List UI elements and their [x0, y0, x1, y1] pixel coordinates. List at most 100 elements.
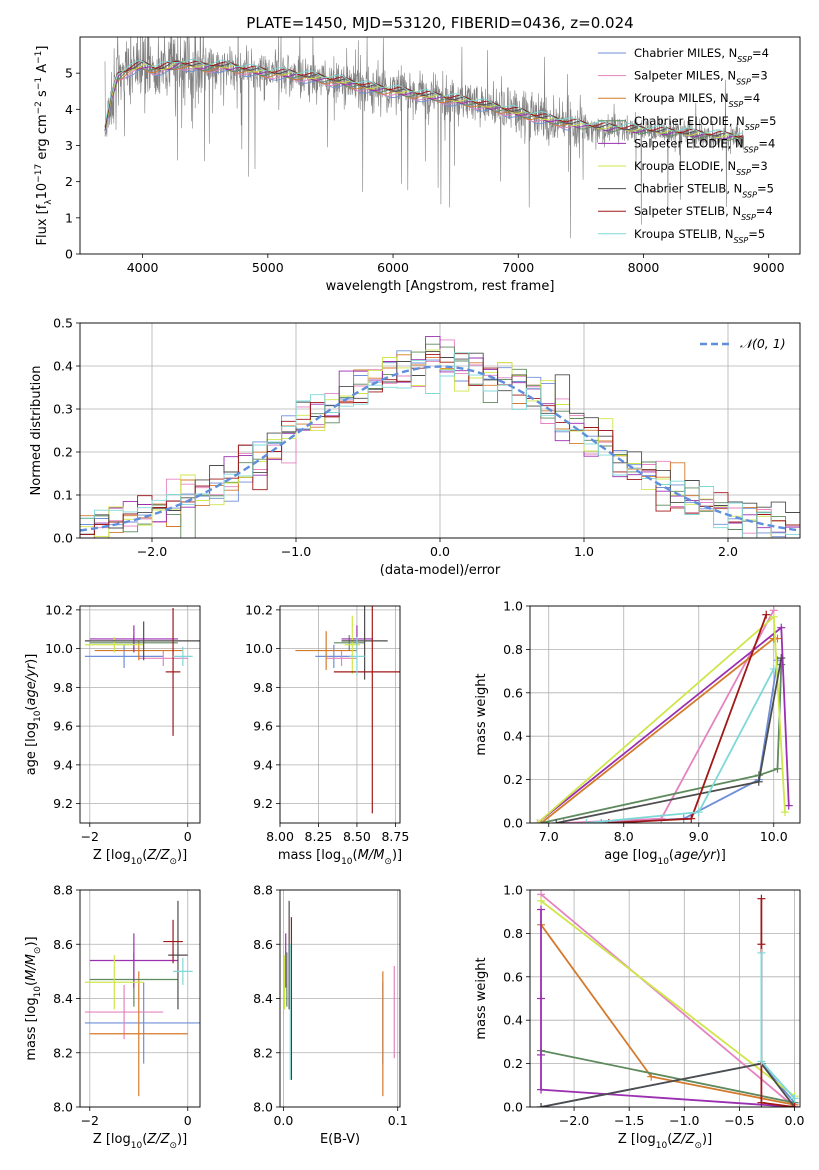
legend-label-kroupa_elodie: Kroupa ELODIE, NSSP=3 [634, 159, 768, 177]
y-tick-label: 0.6 [503, 969, 523, 984]
weight-marker-salpeter_stelib [762, 610, 771, 619]
label-part: ⊙ [169, 1141, 177, 1151]
label-part: Z/Z [146, 1132, 170, 1147]
label-part: age [log [604, 848, 657, 863]
panel-residuals: −2.0 −1.0 0.0 1.0 2.0 0.0 0.1 0.2 0.3 0.4 0.5 𝒩(0, … [29, 316, 801, 578]
legend-subscript: SSP [745, 122, 760, 131]
x-tick-label: 7000 [502, 260, 534, 275]
legend-subscript: SSP [736, 168, 751, 177]
label-part: )] [24, 936, 39, 946]
gaussian-reference-line [80, 365, 800, 532]
x-tick-label: 8000 [628, 260, 660, 275]
weight-line-chabrier_stelib [540, 1062, 796, 1107]
label-part: Z [log [93, 1132, 131, 1147]
axes-frame [79, 36, 801, 255]
legend-label-chabrier_elodie: Chabrier ELODIE, NSSP=5 [634, 114, 776, 132]
legend-label-chabrier_miles: Chabrier MILES, NSSP=4 [634, 46, 769, 64]
x-tick-label: 8.00 [266, 829, 294, 844]
label-part: mass [log [24, 997, 39, 1060]
legend-residuals: 𝒩(0, 1) [700, 336, 786, 351]
label-part: age [log [24, 722, 39, 775]
legend-text: Salpeter MILES, N [634, 69, 736, 83]
label-part: 10 [33, 986, 43, 998]
y-tick-label: 0.8 [503, 642, 523, 657]
weight_vs_age_x-label-text: age [log10(age/yr)] [604, 848, 726, 867]
weight-marker-kroupa_elodie [533, 819, 542, 823]
legend-text-end: =3 [751, 69, 768, 83]
label-part: Flux [f [35, 204, 50, 245]
weight-marker-salpeter_elodie [777, 623, 786, 632]
label-part: ( [669, 848, 674, 863]
label-part: age/yr [674, 848, 717, 863]
weight-marker-salpeter_stelib [757, 1098, 766, 1107]
panel-age_vs_z: −2 09.29.49.69.810.010.2Z [log10(Z/Z⊙)]ag… [24, 602, 201, 867]
label-part: wavelength [Angstrom, rest frame] [326, 279, 555, 294]
weight-marker-salpeter_elodie [784, 801, 793, 810]
legend-text: Salpeter ELODIE, N [634, 136, 744, 150]
y-tick-label: 0.8 [503, 926, 523, 941]
legend-label-salpeter_miles: Salpeter MILES, NSSP=3 [634, 69, 768, 87]
y-tick-label: 0.1 [53, 488, 73, 503]
plot-area-mass_vs_z [84, 900, 200, 1097]
mass_vs_ebv_x-label: E(B-V) [320, 1132, 360, 1147]
x-tick-label: 0.0 [785, 1113, 805, 1128]
legend-label-salpeter_elodie: Salpeter ELODIE, NSSP=4 [634, 136, 775, 154]
y-tick-label: 3 [65, 138, 73, 153]
weight-marker-chabrier_stelib [537, 1103, 546, 1107]
label-part: −2 [34, 101, 44, 114]
figure-title: PLATE=1450, MJD=53120, FIBERID=0436, z=0… [246, 14, 633, 32]
model-line-salpeter_miles [104, 67, 572, 134]
label-part: ( [142, 848, 147, 863]
plot-area-age_vs_z [84, 607, 200, 736]
mass_vs_ebv_x-label-text: E(B-V) [320, 1132, 360, 1147]
weight-marker-salpeter_elodie [537, 905, 546, 914]
weight-line-kroupa_elodie [540, 900, 796, 1097]
label-part: erg cm [35, 114, 50, 163]
legend-text-end: =4 [756, 204, 773, 218]
x-tick-label: 7.0 [539, 829, 559, 844]
label-part: 10 [657, 857, 669, 867]
residual-histogram-kroupa_stelib [80, 352, 800, 538]
weight-marker-chabrier_stelib [777, 654, 786, 663]
y-tick-label: 0.6 [503, 685, 523, 700]
panel-spectrum: 4000 5000 6000 7000 8000 9000 0 1 2 3 4 5 Chabrier M… [34, 36, 801, 294]
weight-line-chabrier_stelib [556, 657, 783, 823]
x-tick-label: −2.0 [559, 1113, 589, 1128]
weight-marker-kroupa_elodie [769, 612, 778, 621]
label-part: mass weight [474, 673, 489, 755]
x-tick-label: 6000 [377, 260, 409, 275]
label-part: 10 [656, 1141, 668, 1151]
label-part: Z/Z [671, 1132, 695, 1147]
y-tick-label: 0.4 [503, 1013, 523, 1028]
model-line-chabrier_stelib [104, 60, 744, 139]
weight-marker-chabrier_stelib [552, 819, 561, 823]
legend-text: Kroupa ELODIE, N [634, 159, 736, 173]
x-tick-label: −2 [81, 1113, 99, 1128]
label-part: ⊙ [384, 857, 392, 867]
y-tick-label: 4 [65, 102, 73, 117]
legend-text-end: =3 [751, 159, 768, 173]
observed-spectrum-line [104, 37, 744, 239]
label-part: )] [177, 848, 187, 863]
y-tick-label: 0.0 [503, 816, 523, 831]
legend-label-kroupa_miles: Kroupa MILES, NSSP=4 [634, 91, 760, 109]
legend-subscript: SSP [742, 190, 757, 199]
label-part: Z [log [93, 848, 131, 863]
legend-text: Salpeter STELIB, N [634, 204, 741, 218]
legend-text: Kroupa STELIB, N [634, 227, 734, 241]
axes-frame [279, 605, 401, 824]
y-tick-label: 9.8 [53, 680, 73, 695]
panel-weight_vs_age: 7.0 8.0 9.0 10.0 0.0 0.2 0.4 0.6 0.8 1.0 age [log1… [474, 599, 801, 867]
axes-frame [279, 889, 401, 1108]
axes-frame [79, 322, 801, 539]
y-tick-label: 8.0 [53, 1100, 73, 1115]
weight-marker-kroupa_stelib [757, 948, 766, 957]
axes-frame [529, 605, 801, 824]
label-part: A [35, 64, 50, 77]
label-part: ( [667, 1132, 672, 1147]
residuals_x-label: (data-model)/error [380, 563, 501, 578]
residuals_y-label-text: Normed distribution [29, 366, 44, 496]
weight-marker-chabrier_stelib [754, 777, 763, 786]
mass_vs_z_y-label-text: mass [log10(M/M⊙)] [24, 936, 43, 1060]
